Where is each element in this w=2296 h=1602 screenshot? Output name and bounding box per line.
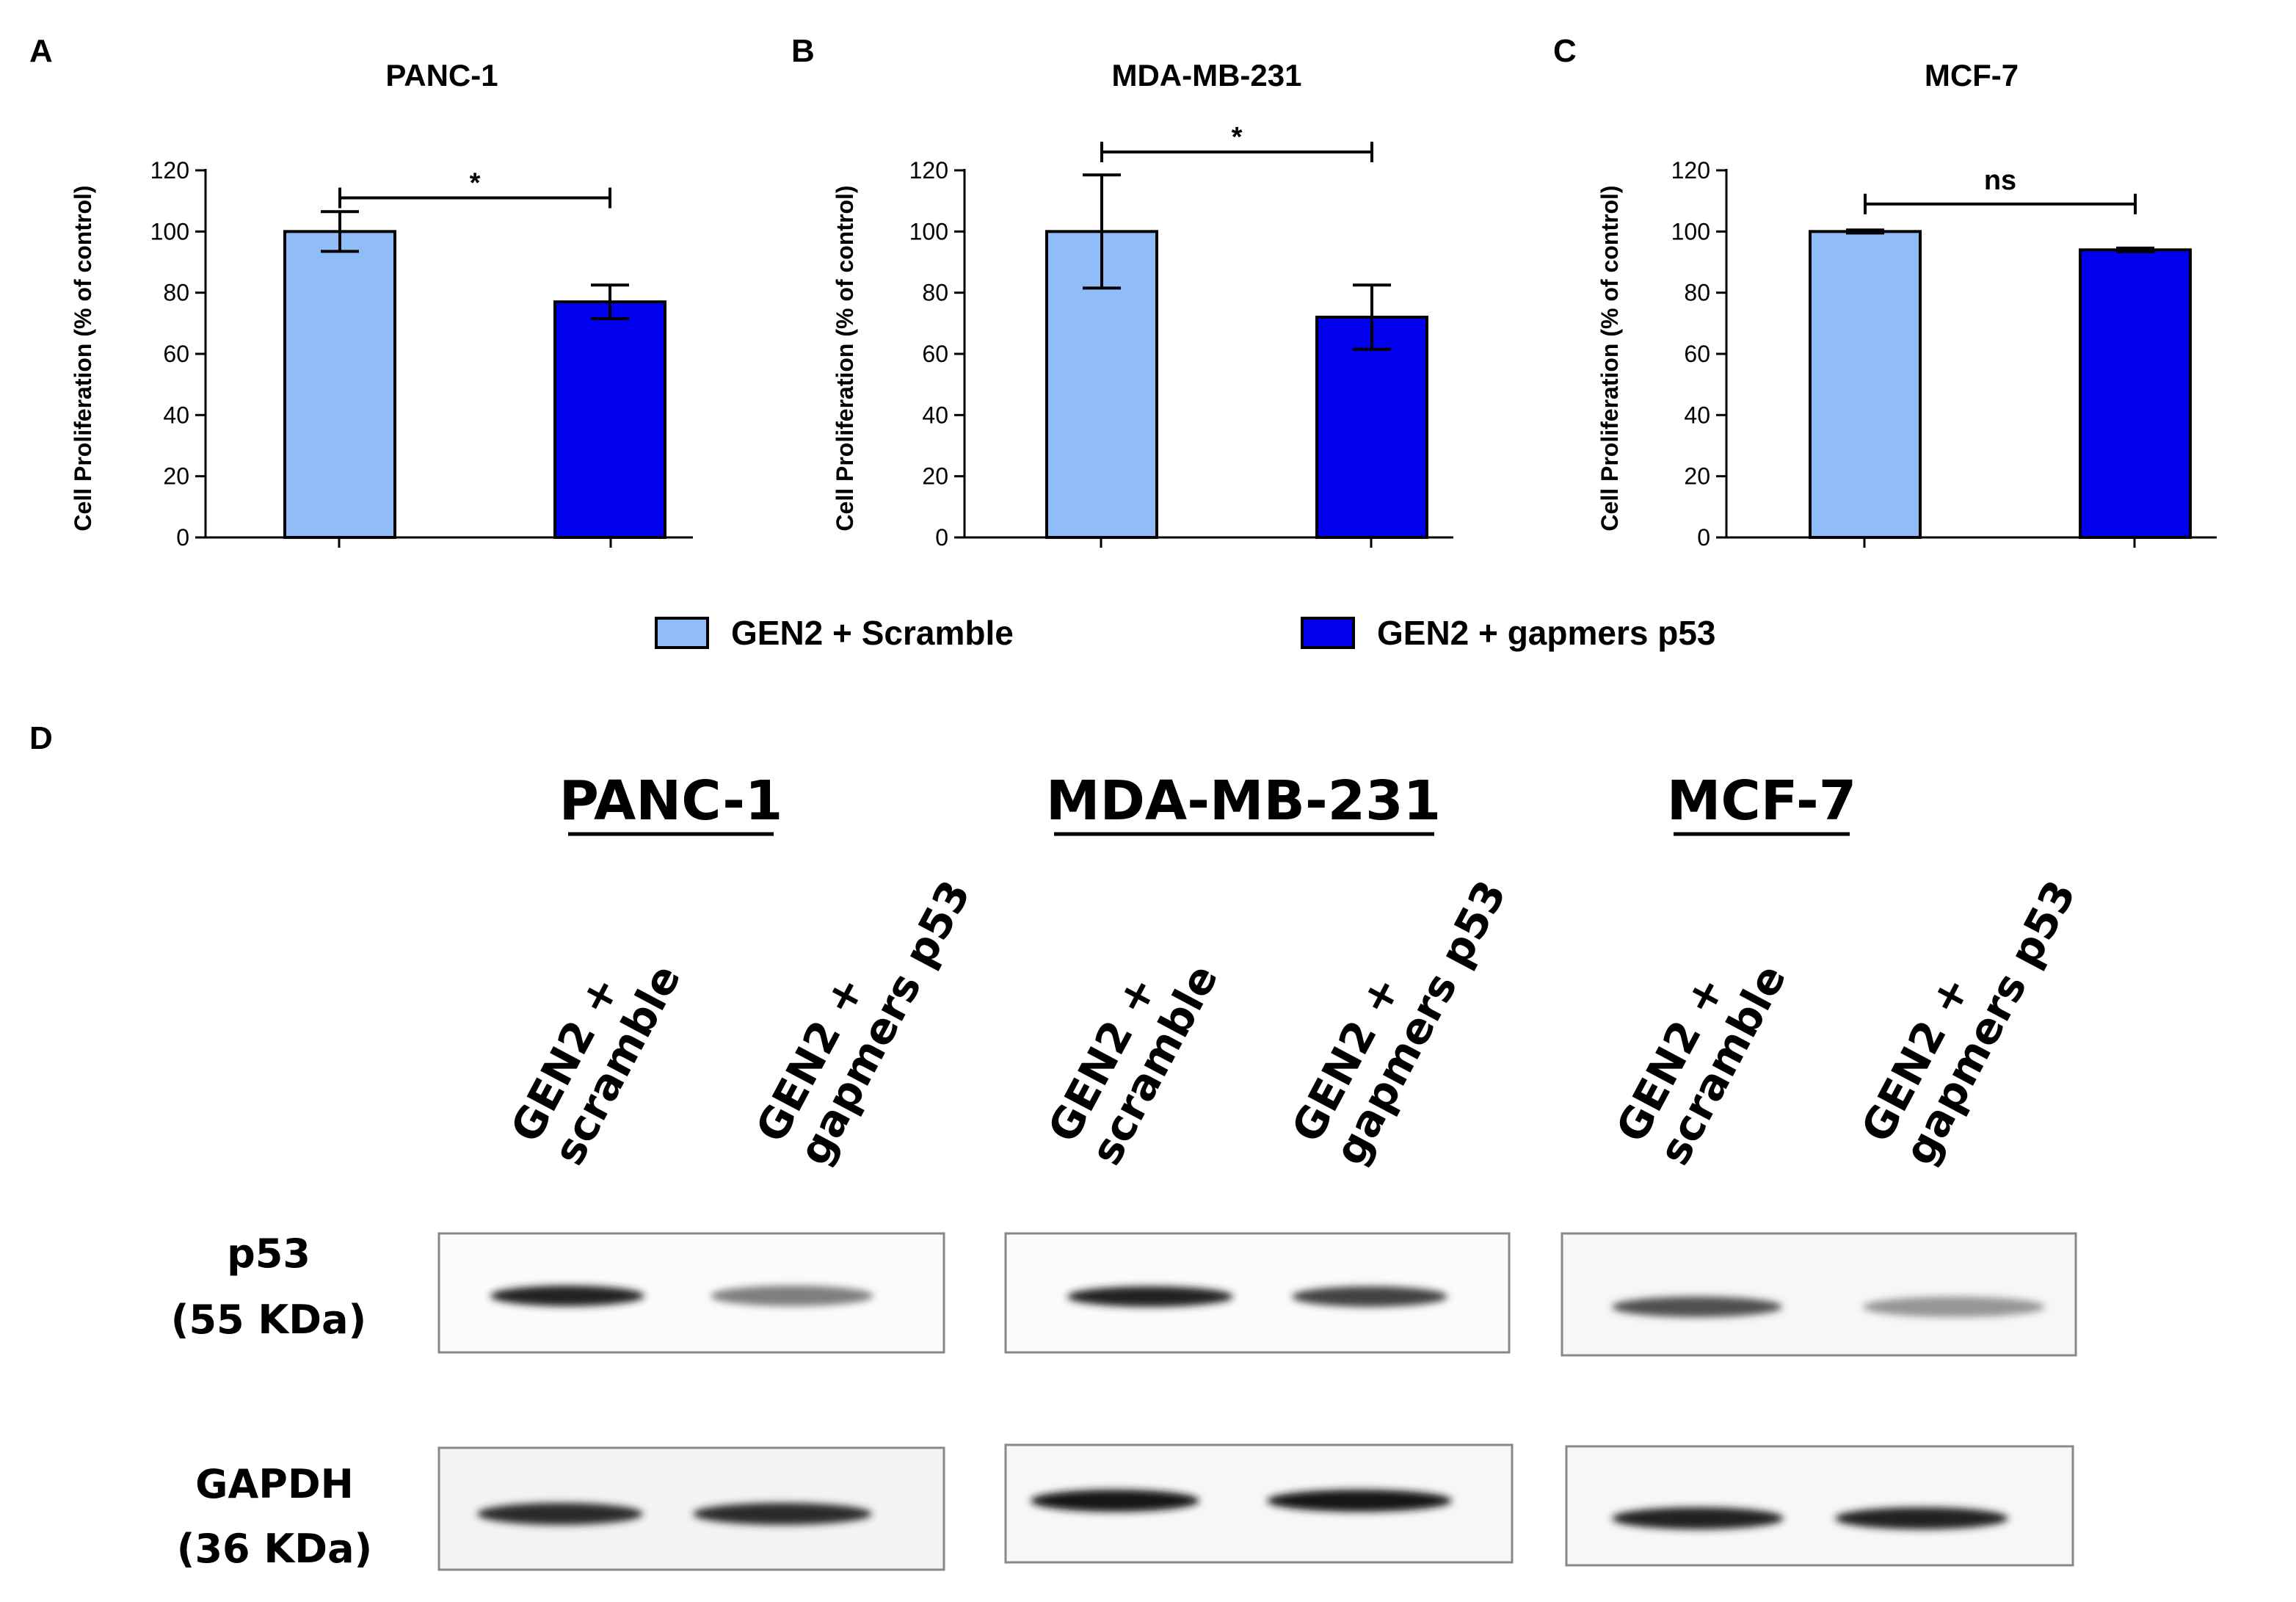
y-tick-label: 120 [150,157,189,184]
y-tick-label: 120 [1671,157,1710,184]
legend: GEN2 + Scramble GEN2 + gapmers p53 [655,614,1715,652]
y-tick-label: 0 [935,524,948,551]
blot-band-gapdh [693,1503,872,1525]
blot-frame-gapdh-mcf7 [1565,1445,2074,1567]
blot-band-p53 [1612,1297,1782,1317]
blot-bands [477,1286,2045,1529]
y-tick-label: 0 [176,524,189,551]
blot-band-p53 [1067,1286,1233,1307]
blot-frame-p53-mcf7 [1561,1232,2077,1357]
legend-label-scramble: GEN2 + Scramble [731,614,1014,652]
chart-panel-c: C MCF-7 Cell Proliferation (% of control… [1553,33,2217,551]
y-tick-label: 120 [909,157,948,184]
panel-letter-a: A [29,33,53,69]
chart-title: PANC-1 [385,58,498,93]
chart-title: MCF-7 [1925,58,2019,93]
bar-scramble [283,230,396,539]
y-tick-label: 60 [1684,341,1710,367]
y-tick-label: 40 [163,402,189,428]
y-tick-label: 40 [1684,402,1710,428]
y-tick-label: 80 [1684,280,1710,306]
bar-gapmers [1315,316,1428,539]
blot-band-p53 [1863,1297,2045,1317]
cell-line-heading-mcf7: MCF-7 [1667,769,1856,833]
panel-letter-b: B [791,33,815,69]
bar-gapmers [553,300,666,539]
blot-band-gapdh [1835,1507,2008,1529]
blot-band-p53 [490,1286,644,1306]
blot-band-gapdh [1267,1490,1452,1512]
panel-letter-c: C [1553,33,1577,69]
legend-swatch-scramble [655,617,709,649]
lane-label: GEN2 + scramble [501,957,690,1173]
lane-label: GEN2 + scramble [1038,957,1227,1173]
y-tick-label: 40 [922,402,948,428]
blot-band-p53 [1292,1286,1447,1307]
lane-label: GEN2 + gapmers p53 [746,872,980,1172]
legend-swatch-gapmers [1301,617,1355,649]
y-tick-label: 0 [1697,524,1710,551]
lane-label: GEN2 + scramble [1606,957,1795,1173]
y-tick-label: 80 [163,280,189,306]
panel-letter-d: D [29,720,53,756]
y-tick-label: 100 [150,218,189,244]
significance-label: * [1232,122,1243,153]
blot-band-p53 [711,1286,873,1306]
y-tick-label: 20 [163,463,189,490]
bar-gapmers [2079,248,2192,539]
blot-band-gapdh [1031,1490,1199,1512]
y-tick-label: 80 [922,280,948,306]
significance-label: ns [1984,165,2016,196]
western-blot-panel: D PANC-1 MDA-MB-231 MCF-7 GEN2 + scrambl… [29,720,2085,1572]
lane-label: GEN2 + gapmers p53 [1851,872,2085,1172]
chart-title: MDA-MB-231 [1111,58,1301,93]
significance-label: * [470,168,481,199]
y-tick-label: 100 [1671,218,1710,244]
y-tick-label: 60 [922,341,948,367]
y-axis-label: Cell Proliferation (% of control) [70,185,96,531]
protein-size-gapdh: (36 KDa) [177,1526,372,1572]
chart-panel-a: A PANC-1 Cell Proliferation (% of contro… [29,33,693,551]
protein-size-p53: (55 KDa) [171,1297,366,1343]
cell-line-heading-mdamb231: MDA-MB-231 [1046,769,1441,833]
y-axis-label: Cell Proliferation (% of control) [1596,185,1623,531]
y-tick-label: 20 [1684,463,1710,490]
chart-panel-b: B MDA-MB-231 Cell Proliferation (% of co… [791,33,1453,551]
cell-line-heading-panc1: PANC-1 [559,769,783,833]
protein-label-p53: p53 [227,1231,310,1277]
blot-band-gapdh [477,1503,643,1525]
protein-label-gapdh: GAPDH [195,1461,354,1507]
lane-label: GEN2 + gapmers p53 [1282,872,1516,1172]
y-tick-label: 20 [922,463,948,490]
legend-label-gapmers: GEN2 + gapmers p53 [1377,614,1715,652]
y-tick-label: 60 [163,341,189,367]
y-axis-label: Cell Proliferation (% of control) [832,185,858,531]
bar-scramble [1809,230,1922,539]
blot-band-gapdh [1612,1507,1784,1529]
y-tick-label: 100 [909,218,948,244]
